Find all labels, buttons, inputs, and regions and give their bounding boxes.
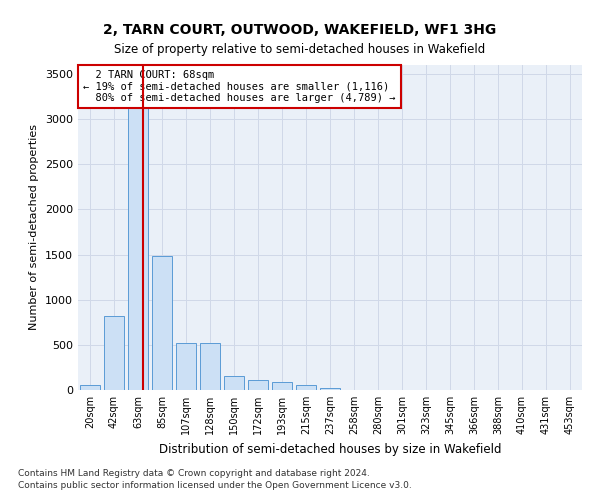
Bar [152,256,172,390]
Text: 2, TARN COURT, OUTWOOD, WAKEFIELD, WF1 3HG: 2, TARN COURT, OUTWOOD, WAKEFIELD, WF1 3… [103,22,497,36]
Bar [128,92,148,390]
Bar [104,316,124,390]
Y-axis label: Number of semi-detached properties: Number of semi-detached properties [29,124,40,330]
Text: 2 TARN COURT: 68sqm
← 19% of semi-detached houses are smaller (1,116)
  80% of s: 2 TARN COURT: 68sqm ← 19% of semi-detach… [83,70,395,103]
Bar [272,382,292,390]
Text: Contains public sector information licensed under the Open Government Licence v3: Contains public sector information licen… [18,480,412,490]
Bar [248,380,268,390]
Bar [320,388,340,390]
Bar [296,386,316,390]
Text: Contains HM Land Registry data © Crown copyright and database right 2024.: Contains HM Land Registry data © Crown c… [18,469,370,478]
Bar [224,376,244,390]
Bar [200,343,220,390]
Text: Size of property relative to semi-detached houses in Wakefield: Size of property relative to semi-detach… [115,42,485,56]
X-axis label: Distribution of semi-detached houses by size in Wakefield: Distribution of semi-detached houses by … [159,442,501,456]
Bar [176,343,196,390]
Bar [80,386,100,390]
